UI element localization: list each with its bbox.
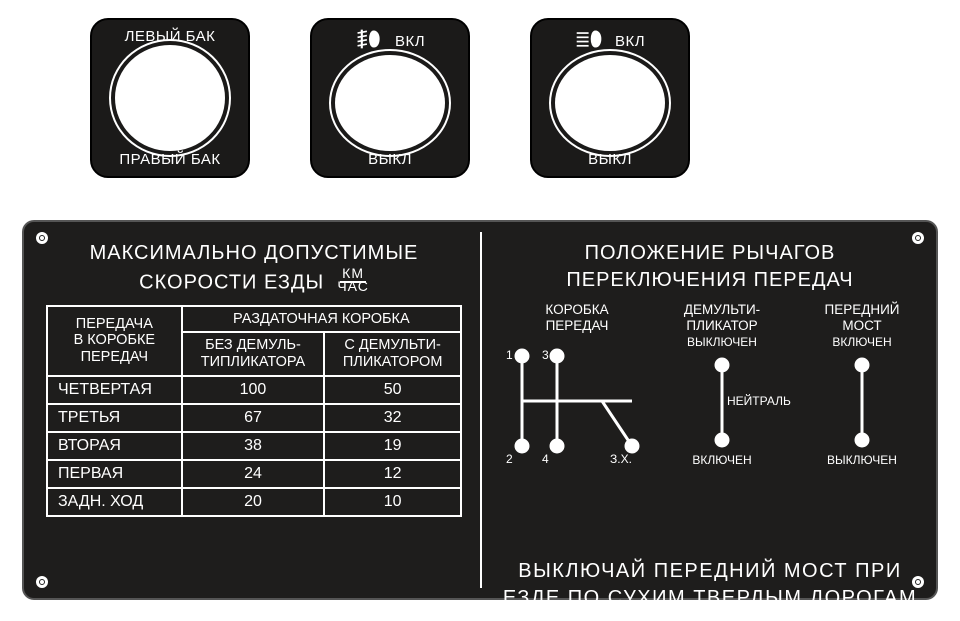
gearbox-diagram-icon [502, 338, 652, 463]
switch-knob[interactable] [115, 45, 225, 151]
table-row: ТРЕТЬЯ6732 [47, 404, 461, 432]
table-row: ЧЕТВЕРТАЯ10050 [47, 376, 461, 404]
switch-fog-light: ВКЛ ВЫКЛ [310, 18, 470, 178]
gearbox-lever: КОРОБКАПЕРЕДАЧ 1 3 2 4 З.Х. [502, 302, 652, 465]
title-line: МАКСИМАЛЬНО ДОПУСТИМЫЕ [90, 242, 419, 264]
title-line: СКОРОСТИ ЕЗДЫ [139, 272, 324, 294]
gear-num: 4 [542, 452, 549, 466]
switch-row: ЛЕВЫЙ БАК ПРАВЫЙ БАК ВКЛ ВЫКЛ [0, 0, 960, 178]
levers-panel: ПОЛОЖЕНИЕ РЫЧАГОВ ПЕРЕКЛЮЧЕНИЯ ПЕРЕДАЧ К… [480, 222, 936, 598]
th-group: РАЗДАТОЧНАЯ КОРОБКА [182, 306, 461, 333]
gear-num: 3 [542, 348, 549, 362]
axle-lever: ПЕРЕДНИЙМОСТ ВКЛЮЧЕН ВЫКЛЮЧЕН НЕЙТРАЛЬ [802, 302, 922, 468]
speed-panel: МАКСИМАЛЬНО ДОПУСТИМЫЕ СКОРОСТИ ЕЗДЫ КМЧ… [24, 222, 480, 598]
switch-top-label: ВКЛ [615, 33, 645, 50]
switch-knob[interactable] [555, 55, 665, 151]
table-row: ЗАДН. ХОД2010 [47, 488, 461, 516]
switch-high-beam: ВКЛ ВЫКЛ [530, 18, 690, 178]
switch-fuel-tank: ЛЕВЫЙ БАК ПРАВЫЙ БАК [90, 18, 250, 178]
gear-num: 2 [506, 452, 513, 466]
levers-footer: ВЫКЛЮЧАЙ ПЕРЕДНИЙ МОСТ ПРИ ЕЗДЕ ПО СУХИМ… [502, 558, 918, 612]
speed-title: МАКСИМАЛЬНО ДОПУСТИМЫЕ СКОРОСТИ ЕЗДЫ КМЧ… [46, 240, 462, 297]
title-line: ПОЛОЖЕНИЕ РЫЧАГОВ [585, 242, 836, 264]
table-row: ВТОРАЯ3819 [47, 432, 461, 460]
switch-top-label: ВКЛ [395, 33, 425, 50]
neutral-label: НЕЙТРАЛЬ [727, 394, 791, 408]
th-dem: С ДЕМУЛЬТИ-ПЛИКАТОРОМ [324, 332, 461, 375]
gear-num: 1 [506, 348, 513, 362]
info-plate: МАКСИМАЛЬНО ДОПУСТИМЫЕ СКОРОСТИ ЕЗДЫ КМЧ… [22, 220, 938, 600]
levers-area: КОРОБКАПЕРЕДАЧ 1 3 2 4 З.Х. [502, 302, 918, 612]
demult-lever: ДЕМУЛЬТИ-ПЛИКАТОР ВЫКЛЮЧЕН ВКЛЮЧЕН [662, 302, 782, 468]
table-row: ПЕРВАЯ2412 [47, 460, 461, 488]
th-nodem: БЕЗ ДЕМУЛЬ-ТИПЛИКАТОРА [182, 332, 325, 375]
axle-diagram-icon [842, 355, 882, 450]
switch-knob[interactable] [335, 55, 445, 151]
speed-table: ПЕРЕДАЧА В КОРОБКЕ ПЕРЕДАЧ РАЗДАТОЧНАЯ К… [46, 305, 462, 517]
levers-title: ПОЛОЖЕНИЕ РЫЧАГОВ ПЕРЕКЛЮЧЕНИЯ ПЕРЕДАЧ [502, 240, 918, 294]
title-line: ПЕРЕКЛЮЧЕНИЯ ПЕРЕДАЧ [566, 269, 853, 291]
gear-num: З.Х. [610, 452, 632, 466]
th-gear: ПЕРЕДАЧА В КОРОБКЕ ПЕРЕДАЧ [47, 306, 182, 376]
units: КМЧАС [337, 267, 368, 292]
